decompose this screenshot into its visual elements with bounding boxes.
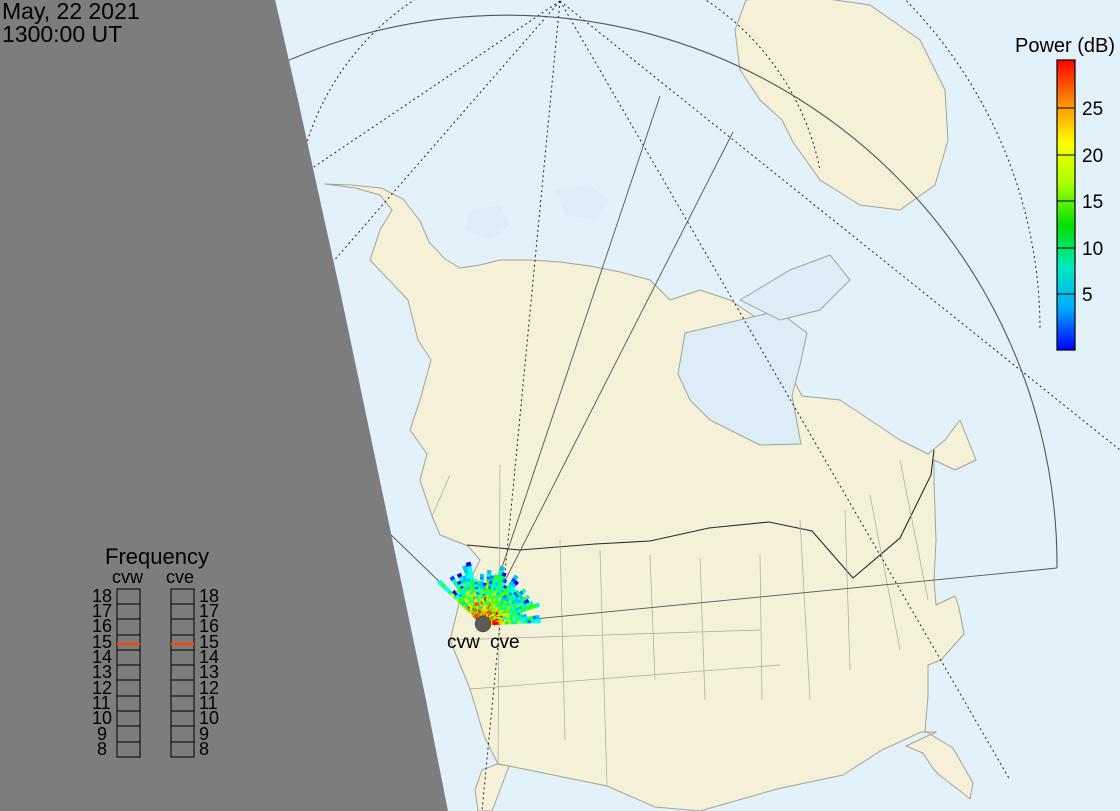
svg-text:25: 25	[1082, 99, 1103, 120]
svg-text:Frequency: Frequency	[105, 544, 209, 569]
svg-text:8: 8	[199, 739, 209, 759]
svg-text:15: 15	[1082, 192, 1103, 213]
svg-text:cvw: cvw	[112, 567, 144, 587]
svg-text:5: 5	[1082, 285, 1093, 306]
svg-text:10: 10	[1082, 239, 1103, 260]
svg-text:20: 20	[1082, 146, 1103, 167]
svg-text:Power (dB): Power (dB)	[1015, 35, 1115, 57]
svg-text:cve: cve	[166, 567, 194, 587]
svg-text:1300:00 UT: 1300:00 UT	[2, 21, 122, 47]
svg-text:cve: cve	[490, 632, 520, 653]
svg-text:cvw: cvw	[447, 632, 480, 653]
svg-text:8: 8	[97, 739, 107, 759]
